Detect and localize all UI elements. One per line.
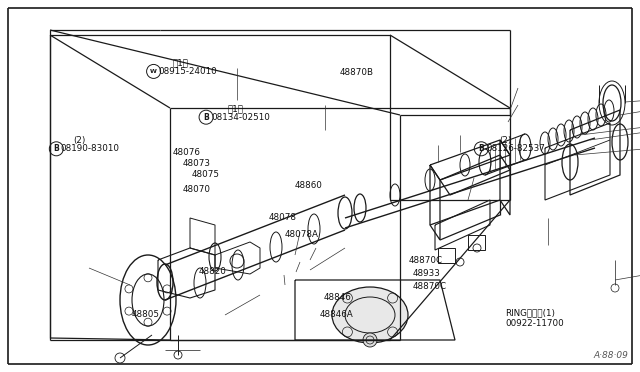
Text: 00922-11700: 00922-11700 [506,319,564,328]
Text: 48860: 48860 [294,182,323,190]
Text: 48078A: 48078A [285,230,319,239]
Text: （1）: （1） [227,104,243,113]
Text: 08126-82537: 08126-82537 [486,144,545,153]
Text: 48070: 48070 [182,185,211,194]
Text: 48846: 48846 [323,293,351,302]
Text: 48933: 48933 [413,269,441,278]
Text: （1）: （1） [173,58,189,67]
Text: 48870C: 48870C [408,256,442,265]
Text: 48078: 48078 [269,213,297,222]
Ellipse shape [332,287,408,343]
Text: 48805: 48805 [131,310,159,319]
Text: 48846A: 48846A [320,310,354,319]
Text: B: B [479,144,484,153]
Text: (2): (2) [74,136,86,145]
Text: 08134-02510: 08134-02510 [211,113,270,122]
Text: 48870C: 48870C [413,282,447,291]
Text: B: B [204,113,209,122]
Text: W: W [150,69,157,74]
Text: A·88·09: A·88·09 [593,351,628,360]
Text: 48075: 48075 [192,170,220,179]
Circle shape [363,333,377,347]
Text: 48076: 48076 [173,148,201,157]
Text: 48820: 48820 [198,267,227,276]
Text: RINGリング(1): RINGリング(1) [506,308,556,317]
Text: (2): (2) [499,136,511,145]
Text: 48073: 48073 [182,159,211,168]
Text: 48870B: 48870B [339,68,373,77]
Text: 08190-83010: 08190-83010 [61,144,120,153]
Text: B: B [54,144,59,153]
Text: 08915-24010: 08915-24010 [159,67,218,76]
